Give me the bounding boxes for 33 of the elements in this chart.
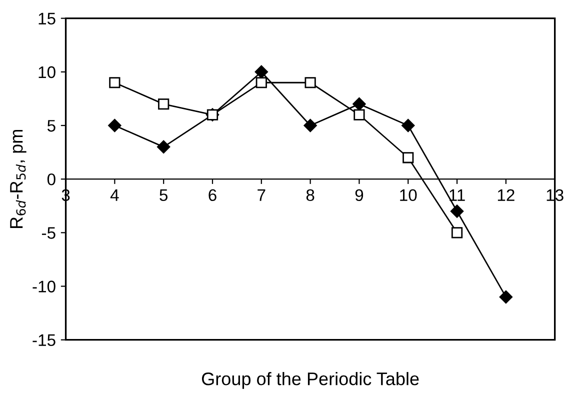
y-tick-label: 5	[47, 120, 56, 132]
x-tick-label: 11	[450, 189, 465, 201]
x-tick-label: 7	[258, 189, 266, 201]
x-tick-label: 5	[160, 189, 168, 202]
point	[402, 118, 415, 132]
point	[256, 77, 267, 88]
point	[108, 118, 122, 132]
y-axis-title: R$_{6d}$-R$_{5d}$, pm	[10, 130, 26, 228]
x-tick-label: 6	[208, 189, 216, 202]
point	[304, 118, 317, 132]
point	[254, 65, 268, 78]
x-tick-label: 12	[498, 189, 514, 201]
point	[499, 290, 513, 304]
point	[109, 77, 120, 88]
y-tick-label: -10	[32, 280, 56, 292]
point	[157, 140, 170, 154]
point	[450, 204, 464, 218]
point	[354, 109, 365, 120]
x-tick-label: 10	[400, 189, 417, 202]
y-tick-label: 10	[38, 66, 56, 78]
point	[402, 152, 414, 164]
y-tick-label: -5	[42, 227, 56, 239]
point	[304, 77, 316, 88]
y-tick-label: 0	[47, 173, 56, 186]
y-tick-label: 15	[38, 12, 56, 25]
x-tick-label: 8	[306, 189, 314, 202]
y-tick-label: -15	[32, 334, 56, 346]
point	[158, 98, 170, 110]
x-axis-title: Group of the Periodic Table	[202, 372, 419, 389]
x-tick-label: 4	[110, 189, 119, 201]
point	[451, 227, 463, 238]
x-tick-label: 9	[355, 189, 364, 202]
point	[352, 97, 366, 111]
